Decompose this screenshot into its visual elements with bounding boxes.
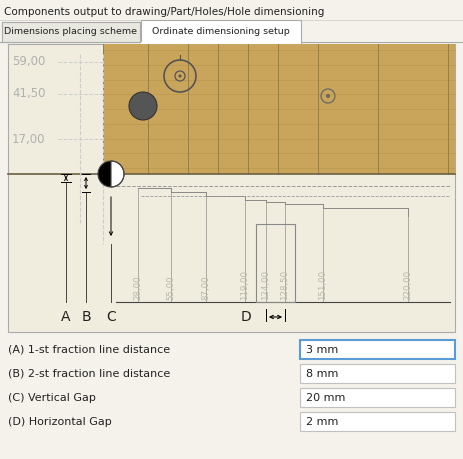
Text: C: C	[106, 310, 116, 324]
Text: Ordinate dimensioning setup: Ordinate dimensioning setup	[152, 27, 290, 35]
Text: Dimensions placing scheme: Dimensions placing scheme	[5, 28, 138, 37]
Text: 17,00: 17,00	[12, 133, 45, 146]
Text: 28,00: 28,00	[133, 275, 143, 300]
Bar	[300, 388, 455, 407]
Text: 220,00: 220,00	[403, 270, 413, 300]
Text: 20 mm: 20 mm	[306, 393, 345, 403]
Circle shape	[326, 94, 330, 98]
Text: (C) Vertical Gap: (C) Vertical Gap	[8, 393, 96, 403]
Text: D: D	[241, 310, 251, 324]
Text: B: B	[81, 310, 91, 324]
Text: 124,00: 124,00	[262, 270, 270, 300]
Text: 8 mm: 8 mm	[306, 369, 338, 379]
Bar	[300, 412, 455, 431]
Text: (A) 1-st fraction line distance: (A) 1-st fraction line distance	[8, 345, 170, 355]
Wedge shape	[98, 161, 111, 187]
Circle shape	[129, 92, 157, 120]
Text: 41,50: 41,50	[12, 88, 45, 101]
Bar	[8, 44, 455, 332]
Text: 2 mm: 2 mm	[306, 417, 338, 427]
Text: 128,50: 128,50	[281, 270, 289, 300]
Bar	[103, 44, 455, 174]
Text: 55,00: 55,00	[167, 275, 175, 300]
Text: (D) Horizontal Gap: (D) Horizontal Gap	[8, 417, 112, 427]
Bar	[300, 364, 455, 383]
Text: 59,00: 59,00	[12, 56, 45, 68]
Circle shape	[179, 74, 181, 78]
Text: 87,00: 87,00	[201, 275, 211, 300]
Text: (B) 2-st fraction line distance: (B) 2-st fraction line distance	[8, 369, 170, 379]
Wedge shape	[111, 161, 124, 187]
Text: 3 mm: 3 mm	[306, 345, 338, 355]
Text: Components output to drawing/Part/Holes/Hole dimensioning: Components output to drawing/Part/Holes/…	[4, 7, 325, 17]
Text: A: A	[61, 310, 71, 324]
Bar	[2, 22, 140, 42]
Text: 119,00: 119,00	[240, 270, 250, 300]
Text: 151,00: 151,00	[319, 270, 327, 300]
Bar	[256, 224, 295, 302]
Bar	[300, 340, 455, 359]
Bar	[141, 20, 301, 43]
